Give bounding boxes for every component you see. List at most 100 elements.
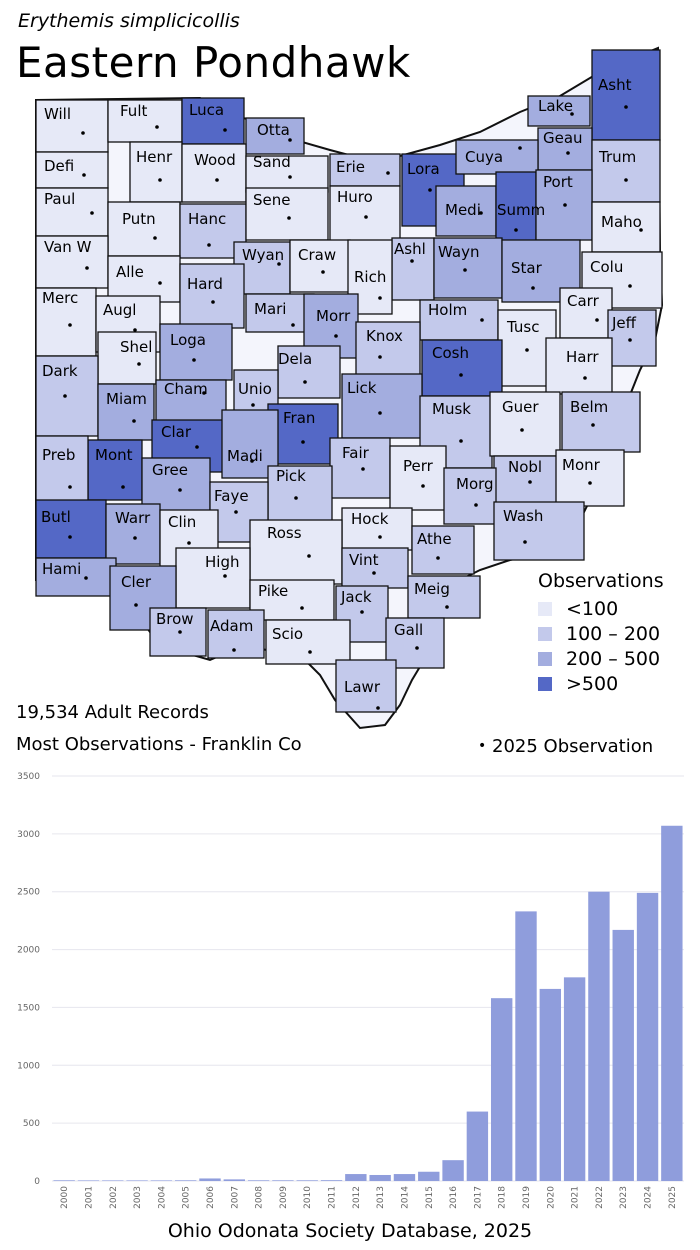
county-label-miam: Miam <box>106 390 147 408</box>
county-high <box>175 547 251 609</box>
county-label-harr: Harr <box>566 348 599 366</box>
observation-dot-merc <box>68 323 72 327</box>
observation-dot-wyan <box>277 262 281 266</box>
y-tick-label: 500 <box>23 1119 40 1129</box>
county-label-unio: Unio <box>238 380 272 398</box>
county-label-huro: Huro <box>337 188 373 206</box>
x-tick-label: 2013 <box>376 1186 386 1209</box>
county-miam <box>97 383 155 441</box>
bar-2007 <box>223 1179 246 1181</box>
county-wayn <box>433 237 503 299</box>
county-knox <box>355 321 421 379</box>
county-paul <box>35 187 109 237</box>
county-scio <box>265 619 351 665</box>
county-erie <box>329 153 401 187</box>
county-label-fult: Fult <box>120 102 147 120</box>
bar-2006 <box>199 1178 221 1181</box>
observation-dot-pike <box>300 606 304 610</box>
county-label-fair: Fair <box>342 444 370 462</box>
county-label-faye: Faye <box>214 487 249 505</box>
observation-dot-augl <box>133 328 137 332</box>
observation-dot-scio <box>308 650 312 654</box>
county-label-shel: Shel <box>120 338 152 356</box>
observation-dot-madi <box>250 459 254 463</box>
county-sene <box>245 187 329 241</box>
observation-dot-clin <box>187 541 191 545</box>
x-tick-label: 2021 <box>571 1186 581 1209</box>
county-label-geau: Geau <box>543 129 583 147</box>
observation-dot-harr <box>583 376 587 380</box>
data-source-footer: Ohio Odonata Society Database, 2025 <box>167 1220 533 1242</box>
observation-dot-star <box>531 286 535 290</box>
observation-dot-hard <box>211 300 215 304</box>
observation-dot-dark <box>63 394 67 398</box>
county-label-athe: Athe <box>417 530 452 548</box>
observation-dot-perr <box>421 484 425 488</box>
y-tick-label: 2500 <box>17 888 40 898</box>
observation-dot-port <box>563 203 567 207</box>
observation-dot-mont <box>121 485 125 489</box>
observation-dot-ross <box>307 554 311 558</box>
bar-2009 <box>272 1180 294 1181</box>
observation-dot-tusc <box>525 348 529 352</box>
x-tick-label: 2015 <box>425 1186 435 1209</box>
bar-2000 <box>53 1180 75 1181</box>
county-label-putn: Putn <box>122 210 156 228</box>
bar-2004 <box>150 1180 173 1181</box>
county-monr <box>555 449 625 507</box>
bar-2003 <box>126 1180 148 1181</box>
observation-dot-unio <box>251 403 255 407</box>
observation-dot-putn <box>153 236 157 240</box>
county-label-butl: Butl <box>41 508 71 526</box>
county-label-lick: Lick <box>347 379 377 397</box>
observation-dot-vint <box>372 571 376 575</box>
county-label-ashl: Ashl <box>394 240 426 258</box>
county-label-sene: Sene <box>253 191 291 209</box>
county-perr <box>389 445 447 511</box>
county-label-holm: Holm <box>428 301 467 319</box>
bar-2025 <box>661 825 683 1181</box>
x-tick-label: 2010 <box>303 1186 313 1209</box>
county-morg <box>443 467 497 525</box>
legend-label: >500 <box>566 672 619 695</box>
county-label-musk: Musk <box>432 400 471 418</box>
county-label-cuya: Cuya <box>465 148 503 166</box>
bar-2001 <box>77 1180 100 1181</box>
county-fran <box>267 403 339 465</box>
county-label-wash: Wash <box>503 507 543 525</box>
county-label-merc: Merc <box>42 289 78 307</box>
observation-marker-label: 2025 Observation <box>492 736 654 757</box>
observation-dot-knox <box>378 355 382 359</box>
x-tick-label: 2025 <box>668 1186 678 1209</box>
county-label-hami: Hami <box>42 560 81 578</box>
county-label-sand: Sand <box>253 153 291 171</box>
observation-dot-miam <box>132 419 136 423</box>
observation-dot-hami <box>84 576 88 580</box>
x-tick-label: 2017 <box>473 1186 483 1209</box>
observation-dot-warr <box>133 536 137 540</box>
county-pick <box>267 465 333 527</box>
observation-dot-cham <box>202 391 206 395</box>
observation-dot-dela <box>303 380 307 384</box>
county-label-jack: Jack <box>340 588 372 606</box>
county-label-paul: Paul <box>44 190 75 208</box>
county-label-mari: Mari <box>254 300 286 318</box>
observation-dot-carr <box>595 318 599 322</box>
county-label-erie: Erie <box>336 158 365 176</box>
county-guer <box>489 391 561 457</box>
county-hami <box>35 557 117 597</box>
county-otta <box>245 117 305 155</box>
observation-dot-guer <box>520 428 524 432</box>
x-tick-label: 2012 <box>352 1186 362 1209</box>
observation-dot-summ <box>514 228 518 232</box>
bar-2018 <box>490 998 513 1181</box>
legend-item: <100 <box>538 596 698 621</box>
county-label-maho: Maho <box>601 213 642 231</box>
observation-dot-pick <box>294 496 298 500</box>
observation-dot-sand <box>288 175 292 179</box>
observation-dot-butl <box>68 535 72 539</box>
legend-item: >500 <box>538 671 698 696</box>
county-label-will: Will <box>44 105 71 123</box>
observation-dot-mari <box>291 323 295 327</box>
observation-dot-colu <box>628 284 632 288</box>
